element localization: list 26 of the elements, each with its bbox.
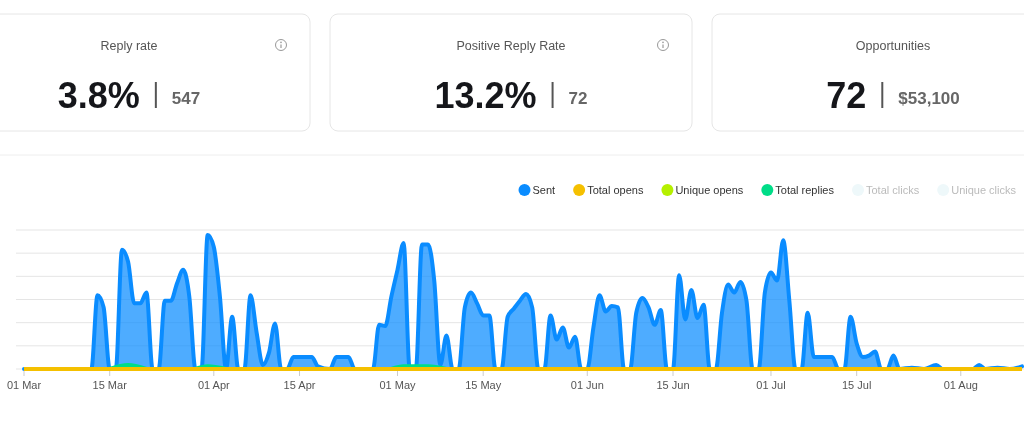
x-tick-label: 15 May <box>465 379 502 391</box>
x-tick-label: 15 Mar <box>92 379 128 391</box>
x-tick-label: 01 Apr <box>197 379 231 391</box>
legend-label: Total replies <box>775 184 835 196</box>
x-tick-label: 01 May <box>379 379 417 391</box>
text: 13.2% <box>434 75 537 116</box>
text: Opportunities <box>855 39 931 53</box>
legend-label: Sent <box>532 184 556 196</box>
x-tick-label: 15 Jul <box>842 379 872 391</box>
x-tick-label: 01 Aug <box>943 379 978 391</box>
text: 72 <box>568 89 588 108</box>
x-tick-label: 01 Mar <box>6 379 42 391</box>
text: Positive Reply Rate <box>456 39 566 53</box>
text: 3.8% <box>57 75 140 116</box>
text: $53,100 <box>898 89 960 108</box>
legend-label: Unique opens <box>675 184 744 196</box>
x-tick-label: 15 Apr <box>283 379 316 391</box>
text: Reply rate <box>100 39 158 53</box>
legend-label: Total opens <box>587 184 644 196</box>
legend-label: Unique clicks <box>951 184 1017 196</box>
x-tick-label: 01 Jul <box>756 379 786 391</box>
x-tick-label: 01 Jun <box>570 379 604 391</box>
text: 72 <box>826 75 867 116</box>
text: 547 <box>171 89 201 108</box>
x-tick-label: 15 Jun <box>656 379 690 391</box>
legend-label: Total clicks <box>866 184 920 196</box>
